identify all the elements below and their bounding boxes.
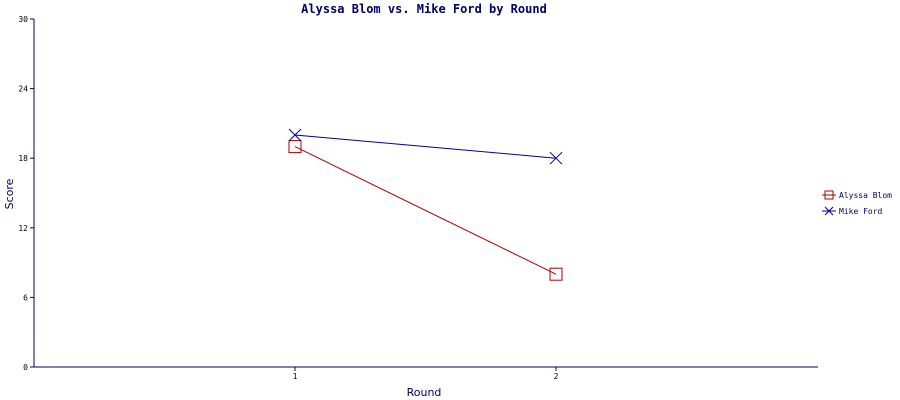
x-axis-label: Round [407,386,442,399]
legend-label: Mike Ford [839,207,883,216]
chart-title: Alyssa Blom vs. Mike Ford by Round [301,2,547,16]
legend-item-0: Alyssa Blom [822,190,892,200]
data-point [549,267,563,281]
y-tick-label: 30 [18,15,28,24]
y-tick-label: 18 [18,154,28,163]
y-axis-ticks: 0 6 12 18 24 30 [18,15,34,372]
data-point [549,151,563,165]
legend-marker [824,190,834,200]
y-tick-label: 0 [23,363,28,372]
y-tick-label: 12 [18,224,28,233]
y-axis-label: Score [3,178,16,209]
series-line-1 [294,134,557,159]
legend-item-1: Mike Ford [822,206,883,216]
y-tick-label: 24 [18,85,28,94]
series-layer [288,128,563,281]
legend-label: Alyssa Blom [839,191,892,200]
x-tick-label: 2 [554,372,559,381]
data-point [288,128,302,142]
legend: Alyssa Blom Mike Ford [822,190,892,216]
legend-marker [824,206,834,216]
data-point [288,140,302,154]
x-tick-label: 1 [293,372,298,381]
y-tick-label: 6 [23,293,28,302]
series-line-0 [294,146,557,275]
